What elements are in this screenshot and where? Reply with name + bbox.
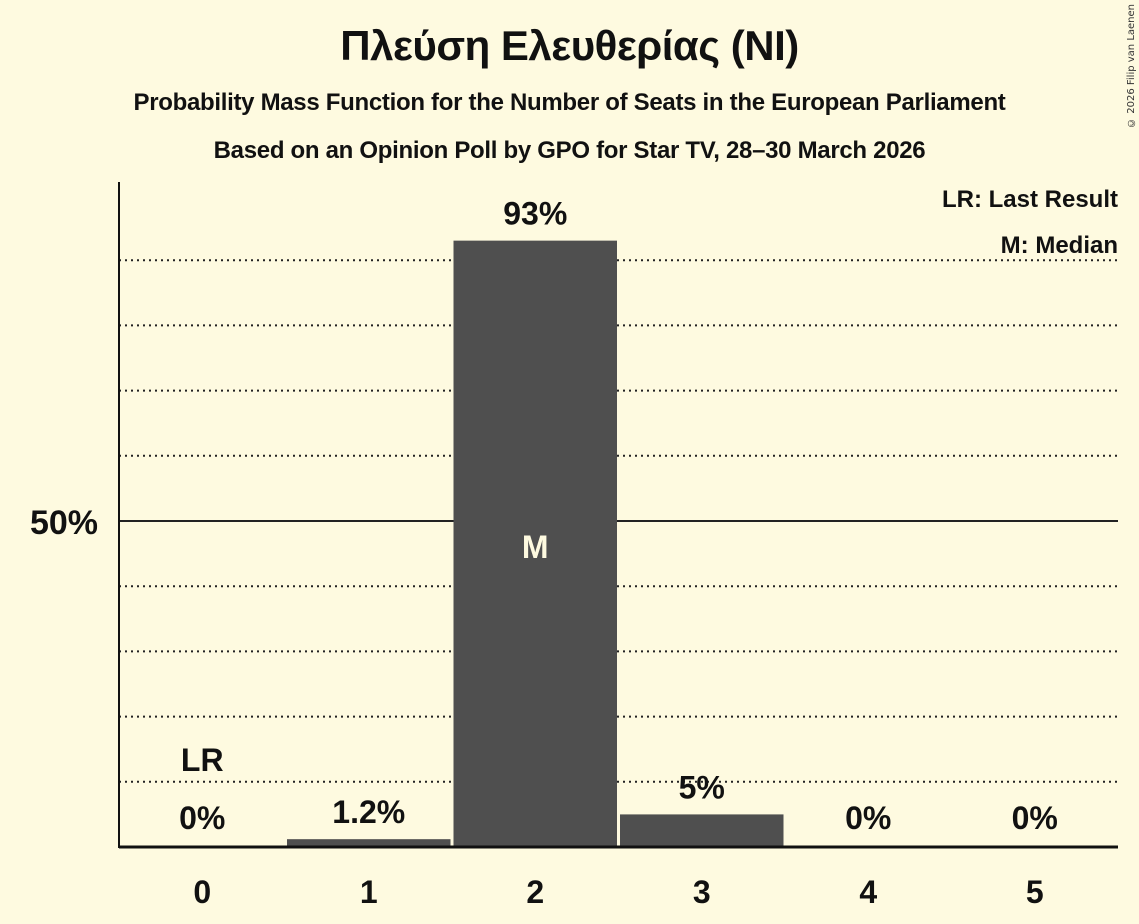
x-tick-label: 1 — [360, 874, 378, 910]
x-tick-label: 3 — [693, 874, 711, 910]
value-label: 0% — [179, 800, 225, 836]
bar-3 — [620, 814, 784, 847]
legend-median: M: Median — [1000, 232, 1118, 259]
last-result-marker: LR — [181, 742, 224, 778]
x-tick-label: 0 — [193, 874, 211, 910]
legend-last-result: LR: Last Result — [941, 186, 1118, 213]
y-tick-label: 50% — [30, 504, 98, 542]
chart-source-subtitle: Based on an Opinion Poll by GPO for Star… — [213, 137, 926, 164]
x-tick-label: 5 — [1026, 874, 1044, 910]
x-tick-label: 2 — [526, 874, 544, 910]
bar-2 — [453, 240, 617, 847]
value-label: 5% — [679, 769, 725, 805]
chart-subtitle: Probability Mass Function for the Number… — [133, 89, 1006, 116]
x-tick-label: 4 — [859, 874, 877, 910]
value-label: 93% — [503, 196, 567, 232]
median-marker: M — [522, 529, 549, 565]
value-label: 0% — [845, 800, 891, 836]
chart-title: Πλεύση Ελευθερίας (NI) — [340, 22, 799, 69]
value-label: 0% — [1012, 800, 1058, 836]
bar-1 — [287, 839, 451, 847]
value-label: 1.2% — [332, 794, 405, 830]
